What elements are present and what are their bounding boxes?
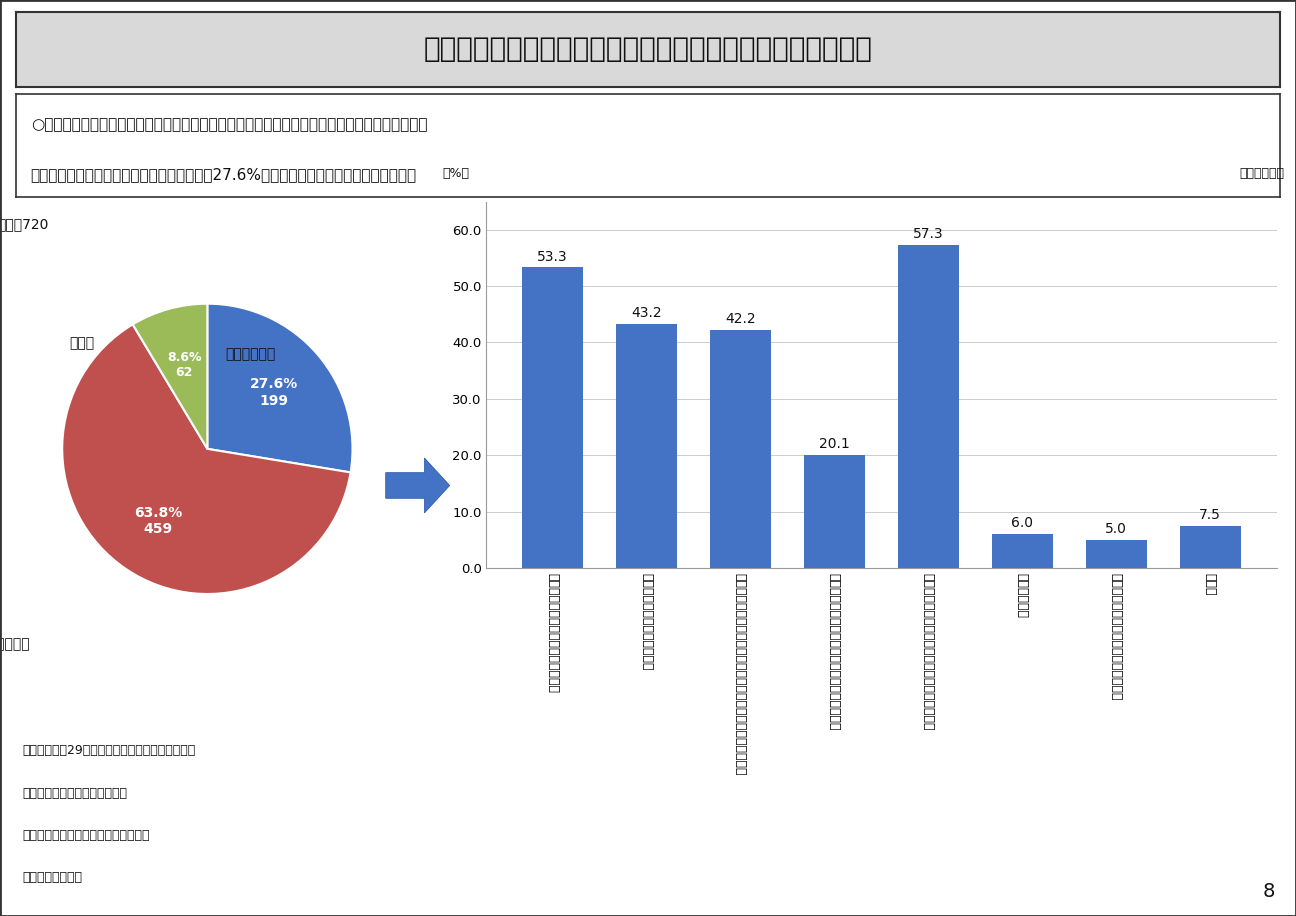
Text: ○　通所介護事業所における他事業所等のリハビリ専門職（理学療法士、作業療法士、言語聴覚: ○ 通所介護事業所における他事業所等のリハビリ専門職（理学療法士、作業療法士、言… [31,117,428,133]
Text: （中間集計値）: （中間集計値） [22,871,82,884]
Text: 「通所介護に関する調査研究事業」: 「通所介護に関する調査研究事業」 [22,829,149,842]
Text: 27.6%
199: 27.6% 199 [250,377,298,408]
Bar [804,454,864,568]
Text: 総数＝720: 総数＝720 [0,217,48,231]
Text: 7.5: 7.5 [1199,507,1221,522]
Text: 5.0: 5.0 [1105,522,1128,536]
Bar [710,330,771,568]
Text: 連携していない: 連携していない [0,638,30,651]
Text: 20.1: 20.1 [819,437,850,451]
Text: 連携している: 連携している [226,347,276,361]
Bar [1179,526,1240,568]
Text: 8: 8 [1262,882,1275,900]
Bar [1086,540,1147,568]
FancyArrow shape [386,458,450,513]
Text: 【出典】平成29年度老人保健事業推進費等補助金: 【出典】平成29年度老人保健事業推進費等補助金 [22,744,196,758]
Text: （複数回答）: （複数回答） [1239,167,1284,180]
Text: 老人保健健康増進等事業: 老人保健健康増進等事業 [22,787,127,800]
Text: 57.3: 57.3 [912,227,943,241]
Wedge shape [62,324,351,594]
Text: 無回答: 無回答 [70,336,95,350]
Text: 士）との連携状況は、「連携している」が27.6%。連携の効果も一定程度認められる。: 士）との連携状況は、「連携している」が27.6%。連携の効果も一定程度認められる… [31,167,417,182]
Bar [522,267,583,568]
Wedge shape [207,304,353,473]
Wedge shape [132,304,207,449]
Bar [898,245,959,568]
Text: 8.6%
62: 8.6% 62 [167,351,201,379]
Bar [616,324,677,568]
Text: 63.8%
459: 63.8% 459 [135,506,183,536]
Text: 通所介護における他事業所等のリハビリ専門職との連携状況: 通所介護における他事業所等のリハビリ専門職との連携状況 [424,36,872,63]
Text: （%）: （%） [442,167,469,180]
Text: 42.2: 42.2 [724,312,756,326]
Text: 53.3: 53.3 [537,249,568,264]
Bar [991,534,1052,568]
Text: 6.0: 6.0 [1011,516,1033,530]
Text: 43.2: 43.2 [631,307,662,321]
